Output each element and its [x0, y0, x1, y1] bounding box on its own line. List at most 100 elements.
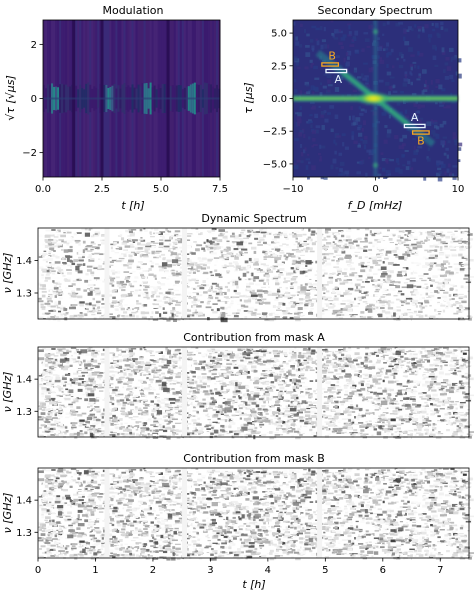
mask-a-cell: [383, 436, 388, 439]
dynamic-spectrum-cell: [365, 294, 369, 296]
dynamic-spectrum-cell: [225, 286, 228, 288]
secondary-spectrum-speckle: [295, 36, 298, 40]
mask-a-cell: [154, 377, 160, 378]
mask-a-cell: [290, 394, 292, 395]
dynamic-spectrum-cell: [402, 234, 404, 236]
dynamic-spectrum-cell: [423, 256, 426, 258]
dynamic-spectrum-scintle: [406, 298, 412, 300]
secondary-spectrum-speckle: [355, 50, 359, 53]
dynamic-spectrum-cell: [349, 274, 354, 277]
mask-a-cell: [292, 361, 294, 362]
dynamic-spectrum-cell: [439, 279, 441, 281]
secondary-spectrum-speckle: [300, 24, 303, 27]
secondary-spectrum-speckle: [329, 105, 334, 109]
mask-a-cell: [456, 362, 459, 363]
dynamic-spectrum-cell: [196, 231, 200, 233]
secondary-spectrum-speckle: [405, 74, 407, 78]
dynamic-spectrum-cell: [39, 317, 44, 319]
dynamic-spectrum-cell: [410, 234, 412, 236]
secondary-spectrum-speckle: [443, 121, 447, 125]
mask-a-cell: [148, 433, 150, 435]
dynamic-spectrum-cell: [213, 291, 217, 293]
dynamic-spectrum-cell: [151, 265, 154, 267]
mask-a-cell: [431, 371, 434, 372]
dynamic-spectrum-scintle: [236, 242, 243, 246]
mask-a-image: [38, 347, 474, 440]
dynamic-spectrum-cell: [437, 308, 441, 311]
mask-a-cell: [310, 424, 313, 425]
modulation-image: [43, 20, 220, 177]
dynamic-spectrum-cell: [249, 283, 254, 285]
secondary-spectrum-speckle: [438, 84, 442, 89]
secondary-spectrum-speckle: [334, 29, 339, 33]
dynamic-spectrum-cell: [117, 281, 120, 284]
modulation-ytick-label: 0: [31, 94, 37, 105]
dynamic-spectrum-cell: [124, 255, 127, 257]
secondary-spectrum-speckle: [362, 78, 367, 81]
dynamic-spectrum-cell: [157, 300, 162, 302]
dynamic-spectrum-cell: [430, 262, 434, 265]
dynamic-spectrum-cell: [279, 245, 283, 246]
dynamic-spectrum-cell: [366, 303, 369, 304]
mask-a-cell: [431, 389, 436, 391]
dynamic-spectrum-cell: [81, 234, 84, 237]
dynamic-spectrum-cell: [210, 271, 213, 273]
mask-a-cell: [77, 356, 80, 358]
dynamic-spectrum-cell: [246, 286, 250, 288]
dynamic-spectrum-cell: [424, 301, 429, 303]
mask-a-cell: [120, 411, 125, 412]
dynamic-spectrum-cell: [274, 242, 279, 243]
secondary-spectrum-xtick-label: 0: [372, 184, 378, 195]
dynamic-spectrum-scintle: [88, 292, 93, 296]
mask-a-cell: [290, 406, 293, 407]
modulation-zero-line: [43, 98, 220, 100]
mask-a-cell: [363, 374, 369, 375]
dynamic-spectrum-cell: [259, 237, 264, 238]
secondary-spectrum-speckle: [387, 72, 391, 76]
dynamic-spectrum-cell: [388, 262, 394, 265]
dynamic-spectrum-cell: [310, 239, 312, 242]
dynamic-spectrum-cell: [333, 241, 335, 242]
mask-a-cell: [452, 433, 457, 436]
dynamic-spectrum-cell: [401, 313, 405, 314]
dynamic-spectrum-cell: [67, 240, 73, 243]
dynamic-spectrum-scintle: [239, 234, 242, 237]
mask-a-cell: [344, 432, 349, 434]
dynamic-spectrum-cell: [202, 294, 207, 296]
dynamic-spectrum-cell: [140, 254, 142, 257]
dynamic-spectrum-cell: [440, 290, 445, 291]
secondary-spectrum-speckle: [419, 119, 422, 124]
dynamic-spectrum-cell: [175, 230, 180, 232]
secondary-spectrum-speckle: [450, 172, 452, 176]
mask-a-cell: [62, 391, 64, 393]
secondary-spectrum-speckle: [379, 80, 384, 83]
dynamic-spectrum-cell: [159, 268, 164, 271]
dynamic-spectrum-cell: [268, 244, 270, 246]
dynamic-spectrum-cell: [279, 255, 281, 256]
dynamic-spectrum-cell: [224, 259, 229, 260]
secondary-spectrum-speckle: [379, 167, 382, 169]
dynamic-spectrum-scintle: [159, 242, 163, 245]
mask-a-cell: [440, 410, 442, 413]
secondary-spectrum-ytick-label: 0.0: [271, 94, 287, 105]
dynamic-spectrum-cell: [335, 233, 339, 235]
dynamic-spectrum-cell: [85, 248, 87, 250]
dynamic-spectrum-cell: [400, 237, 403, 239]
dynamic-spectrum-cell: [458, 254, 462, 257]
secondary-spectrum-speckle: [338, 42, 343, 45]
dynamic-spectrum-cell: [202, 257, 207, 259]
dynamic-spectrum-cell: [458, 243, 462, 244]
dynamic-spectrum-scintle: [221, 252, 223, 254]
mask-a-cell: [443, 348, 449, 349]
mask-a-cell: [153, 389, 156, 390]
dynamic-spectrum-cell: [87, 250, 92, 251]
secondary-spectrum-speckle: [318, 153, 321, 155]
mask-a-cell: [416, 383, 419, 384]
mask-a-cell: [451, 357, 457, 359]
dynamic-spectrum-cell: [80, 282, 82, 284]
secondary-spectrum-speckle: [347, 34, 351, 36]
secondary-spectrum-speckle: [443, 137, 447, 139]
dynamic-spectrum-cell: [222, 312, 225, 314]
dynamic-spectrum-cell: [449, 288, 453, 291]
dynamic-spectrum-cell: [297, 294, 299, 296]
